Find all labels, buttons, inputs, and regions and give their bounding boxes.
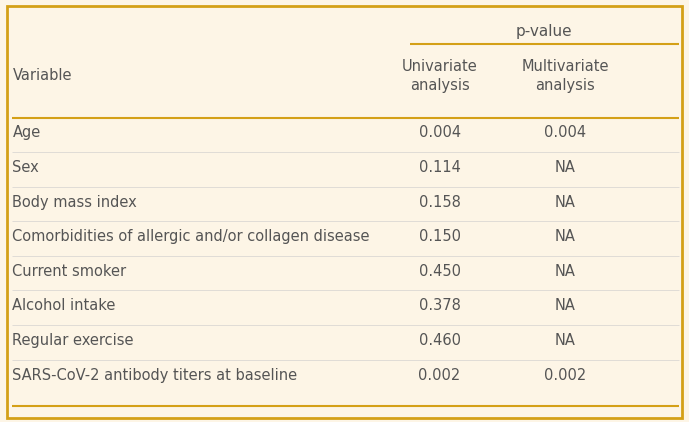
Text: Current smoker: Current smoker (12, 264, 127, 279)
Text: Body mass index: Body mass index (12, 195, 137, 210)
Text: 0.150: 0.150 (419, 229, 460, 244)
Text: NA: NA (555, 195, 575, 210)
Text: Sex: Sex (12, 160, 39, 175)
FancyBboxPatch shape (7, 6, 682, 418)
Text: NA: NA (555, 333, 575, 348)
Text: p-value: p-value (516, 24, 573, 39)
Text: 0.378: 0.378 (419, 298, 460, 314)
Text: NA: NA (555, 160, 575, 175)
Text: 0.450: 0.450 (419, 264, 460, 279)
Text: Comorbidities of allergic and/or collagen disease: Comorbidities of allergic and/or collage… (12, 229, 370, 244)
Text: Univariate
analysis: Univariate analysis (402, 59, 477, 93)
Text: 0.002: 0.002 (544, 368, 586, 383)
Text: NA: NA (555, 264, 575, 279)
Text: Regular exercise: Regular exercise (12, 333, 134, 348)
Text: SARS-CoV-2 antibody titers at baseline: SARS-CoV-2 antibody titers at baseline (12, 368, 298, 383)
Text: Variable: Variable (12, 68, 72, 84)
Text: 0.004: 0.004 (544, 125, 586, 141)
Text: Multivariate
analysis: Multivariate analysis (522, 59, 608, 93)
Text: 0.460: 0.460 (419, 333, 460, 348)
Text: 0.158: 0.158 (419, 195, 460, 210)
Text: Age: Age (12, 125, 41, 141)
Text: 0.002: 0.002 (418, 368, 461, 383)
Text: 0.004: 0.004 (418, 125, 461, 141)
Text: Alcohol intake: Alcohol intake (12, 298, 116, 314)
Text: NA: NA (555, 298, 575, 314)
Text: NA: NA (555, 229, 575, 244)
Text: 0.114: 0.114 (419, 160, 460, 175)
